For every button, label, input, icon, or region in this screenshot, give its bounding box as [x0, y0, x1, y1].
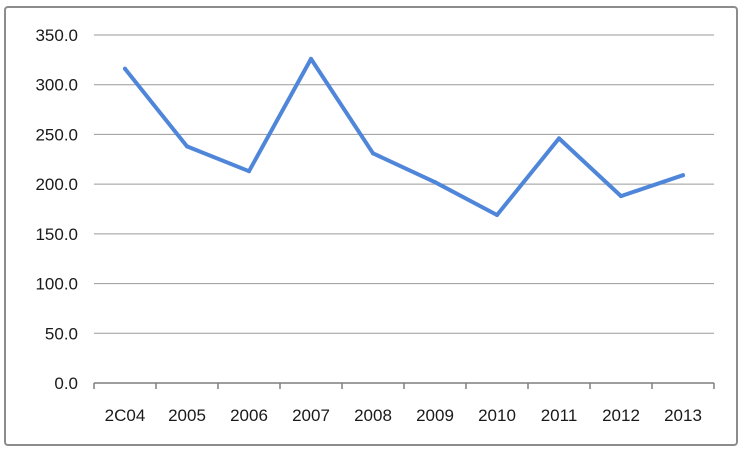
- x-tick-label: 2009: [416, 406, 454, 425]
- data-point: [123, 66, 127, 71]
- x-tick-label: 2008: [354, 406, 392, 425]
- data-point: [681, 173, 685, 178]
- y-tick-label: 100.0: [35, 275, 78, 294]
- x-axis-tick-labels: 2C04 2005 2006 2007 2008 2009 2010 2011 2012 2013: [105, 406, 702, 425]
- x-tick-label: 2006: [230, 406, 268, 425]
- data-point: [433, 180, 437, 185]
- data-point: [309, 56, 313, 61]
- y-tick-label: 350.0: [35, 26, 78, 45]
- chart-frame: [4, 6, 738, 446]
- x-tick-label: 2005: [168, 406, 206, 425]
- x-tick-label: 2011: [541, 406, 578, 425]
- y-tick-label: 250.0: [35, 125, 78, 144]
- y-tick-label: 200.0: [35, 175, 78, 194]
- x-tick-label: 2012: [602, 406, 640, 425]
- data-point: [619, 194, 623, 199]
- x-tick-label: 2013: [664, 406, 702, 425]
- x-tick-label: 2007: [292, 406, 330, 425]
- gridlines: [94, 34, 714, 334]
- x-axis: [93, 382, 715, 389]
- data-point: [247, 169, 251, 174]
- data-point: [185, 144, 189, 149]
- x-tick-label: 2010: [478, 406, 516, 425]
- y-tick-label: 150.0: [35, 225, 78, 244]
- y-tick-label: 50.0: [45, 324, 78, 343]
- data-point: [557, 136, 561, 141]
- y-axis-tick-labels: 0.0 50.0 100.0 150.0 200.0 250.0 300.0 350.0: [35, 26, 78, 393]
- x-tick-label: 2C04: [105, 406, 146, 425]
- y-tick-label: 0.0: [54, 374, 78, 393]
- data-point: [495, 212, 499, 217]
- y-tick-label: 300.0: [35, 76, 78, 95]
- series-layer: [123, 56, 685, 217]
- series-line: [123, 56, 685, 217]
- data-point: [371, 151, 375, 156]
